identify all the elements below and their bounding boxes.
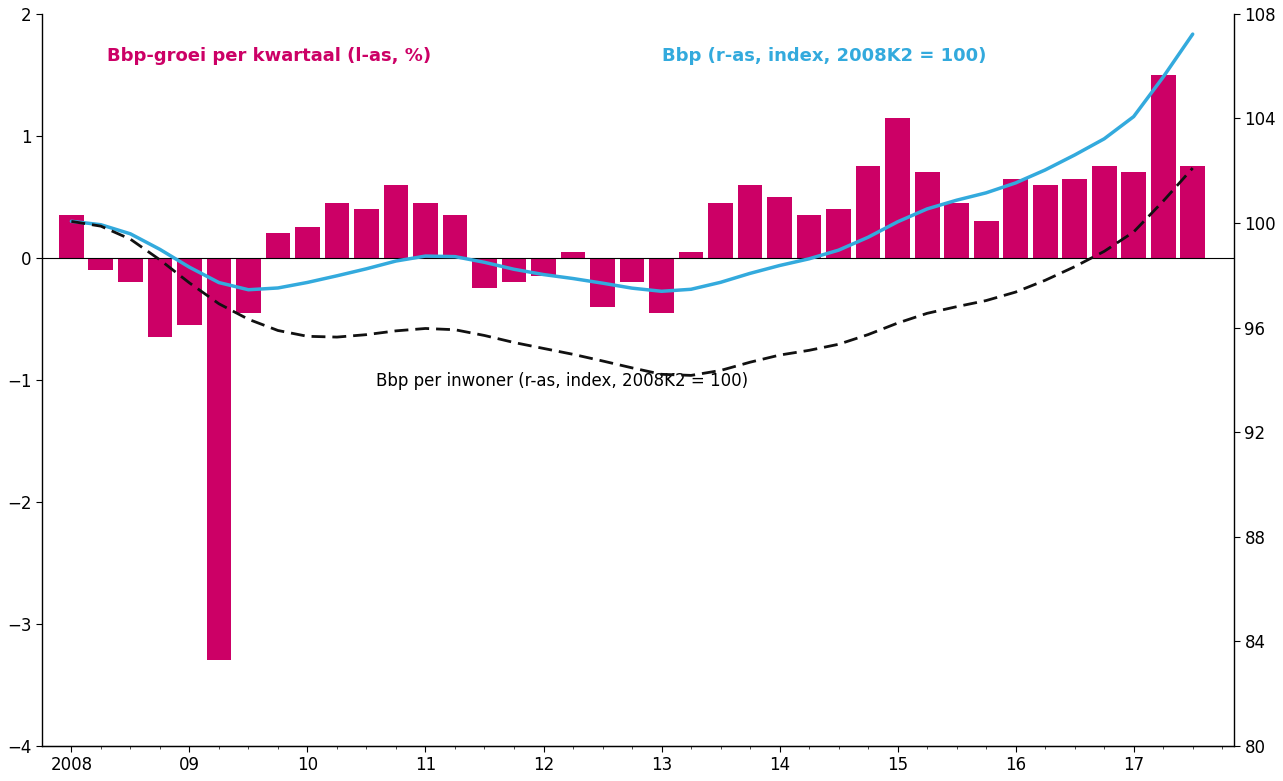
Bar	[738, 184, 762, 258]
Bar	[236, 258, 260, 312]
Bar	[89, 258, 113, 270]
Bar	[826, 209, 851, 258]
Bar	[384, 184, 408, 258]
Bar	[590, 258, 615, 307]
Bar	[1121, 173, 1146, 258]
Bar	[620, 258, 644, 282]
Bar	[1092, 166, 1116, 258]
Bar	[708, 203, 733, 258]
Bar	[207, 258, 231, 660]
Bar	[767, 197, 792, 258]
Bar	[915, 173, 939, 258]
Bar	[354, 209, 378, 258]
Text: Bbp per inwoner (r-as, index, 2008K2 = 100): Bbp per inwoner (r-as, index, 2008K2 = 1…	[376, 373, 748, 390]
Bar	[266, 234, 290, 258]
Bar	[856, 166, 880, 258]
Bar	[177, 258, 201, 325]
Bar	[561, 251, 585, 258]
Bar	[413, 203, 438, 258]
Text: Bbp (r-as, index, 2008K2 = 100): Bbp (r-as, index, 2008K2 = 100)	[662, 47, 987, 65]
Bar	[443, 215, 467, 258]
Bar	[1033, 184, 1057, 258]
Bar	[59, 215, 83, 258]
Bar	[679, 251, 703, 258]
Bar	[649, 258, 674, 312]
Bar	[1062, 179, 1087, 258]
Bar	[148, 258, 172, 337]
Text: Bbp-groei per kwartaal (l-as, %): Bbp-groei per kwartaal (l-as, %)	[108, 47, 431, 65]
Bar	[531, 258, 556, 276]
Bar	[1003, 179, 1028, 258]
Bar	[1151, 75, 1175, 258]
Bar	[295, 227, 319, 258]
Bar	[1180, 166, 1205, 258]
Bar	[885, 118, 910, 258]
Bar	[502, 258, 526, 282]
Bar	[944, 203, 969, 258]
Bar	[974, 221, 998, 258]
Bar	[118, 258, 142, 282]
Bar	[325, 203, 349, 258]
Bar	[797, 215, 821, 258]
Bar	[472, 258, 497, 288]
